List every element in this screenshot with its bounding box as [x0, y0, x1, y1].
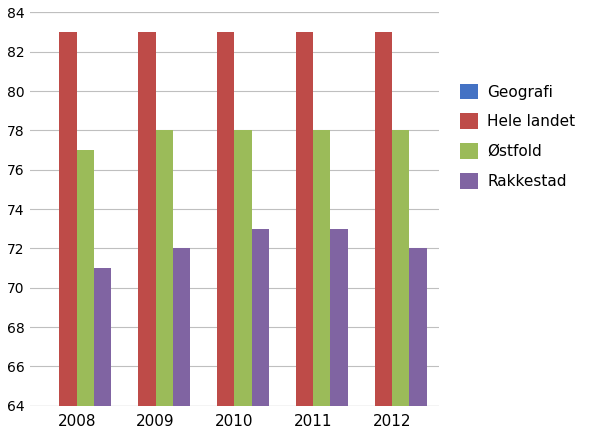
Bar [252, 229, 269, 406]
Bar [156, 130, 173, 406]
Bar [392, 130, 409, 406]
Bar [331, 229, 348, 406]
Bar [409, 249, 426, 406]
Bar [94, 268, 112, 406]
Bar [375, 32, 392, 406]
Bar [77, 150, 94, 406]
Bar [296, 32, 313, 406]
Bar [173, 249, 190, 406]
Bar [234, 130, 252, 406]
Bar [313, 130, 331, 406]
Legend: Geografi, Hele landet, Østfold, Rakkestad: Geografi, Hele landet, Østfold, Rakkesta… [455, 79, 580, 194]
Bar [217, 32, 234, 406]
Bar [60, 32, 77, 406]
Bar [138, 32, 156, 406]
